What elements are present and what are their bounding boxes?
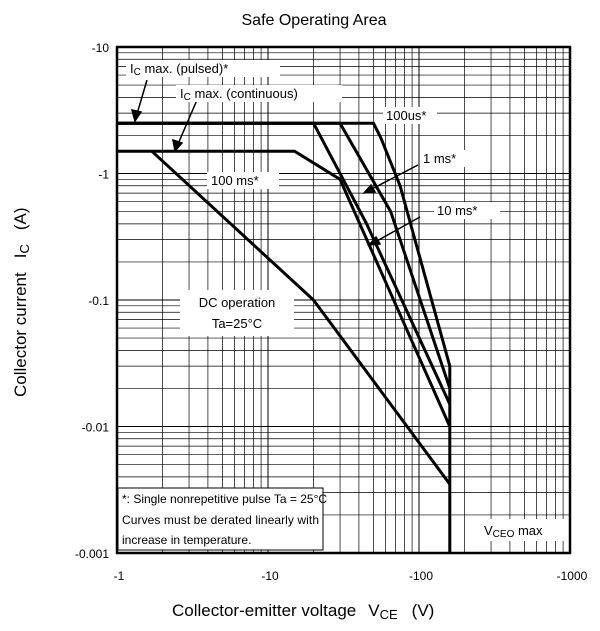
vceo-label-bg (482, 519, 568, 541)
pulsed-label: IC max. (pulsed)* (130, 61, 228, 78)
10ms-label-bg (434, 202, 500, 219)
vceo-label: VCEO max (484, 523, 543, 540)
100us-label: 100us* (386, 108, 426, 123)
100us-label-bg (383, 107, 437, 124)
continuous-arrowhead (172, 138, 184, 153)
10ms-arrow (374, 216, 421, 243)
pulsed-label-bg (126, 60, 280, 77)
y-tick-label: -10 (92, 41, 110, 55)
continuous-label: IC max. (continuous) (180, 86, 298, 103)
10ms-label: 10 ms* (437, 203, 477, 218)
x-tick-label: -1000 (557, 569, 588, 583)
series-line-1 (117, 121, 452, 389)
pulsed-arrow (136, 79, 148, 115)
1ms-arrowhead (362, 183, 377, 194)
series-group (117, 121, 452, 553)
plot-frame (115, 45, 572, 555)
1ms-arrow (369, 164, 419, 191)
y-tick-label: -0.1 (88, 294, 109, 308)
chart-title: Safe Operating Area (242, 12, 387, 29)
100ms-label: 100 ms* (211, 173, 259, 188)
pulsed-arrowhead (130, 108, 143, 123)
y-tick-label: -0.001 (75, 547, 109, 561)
x-axis-label: Collector-emitter voltage VCE (V) (172, 601, 434, 622)
annotation-arrows (130, 79, 421, 246)
y-tick-labels: -10 -1 -0.1 -0.01 -0.001 (75, 41, 109, 561)
continuous-label-bg (176, 85, 342, 102)
note-line-2: Curves must be derated linearly with (122, 513, 319, 527)
y-tick-label: -1 (98, 168, 109, 182)
series-line-2 (117, 121, 452, 405)
1ms-label: 1 ms* (423, 151, 456, 166)
10ms-arrowhead (367, 235, 382, 246)
y-axis-label: Collector currentIC(A) (11, 207, 32, 397)
continuous-arrow (177, 99, 198, 145)
note-line-1: *: Single nonrepetitive pulse Ta = 25°C (122, 492, 327, 506)
100ms-label-bg (207, 172, 279, 189)
y-tick-label: -0.01 (82, 421, 110, 435)
x-tick-label: -100 (409, 569, 433, 583)
note-line-3: increase in temperature. (122, 533, 251, 547)
dc-label-line2: Ta=25°C (212, 316, 262, 331)
1ms-label-bg (420, 150, 478, 167)
series-line-3 (117, 149, 452, 428)
x-tick-labels: -1 -10 -100 -1000 (114, 569, 588, 583)
dc-label-line1: DC operation (199, 295, 276, 310)
x-tick-label: -10 (261, 569, 279, 583)
series-line-4 (150, 150, 452, 486)
note-box (117, 487, 324, 551)
dc-label-bg (180, 290, 294, 336)
x-tick-label: -1 (114, 569, 125, 583)
